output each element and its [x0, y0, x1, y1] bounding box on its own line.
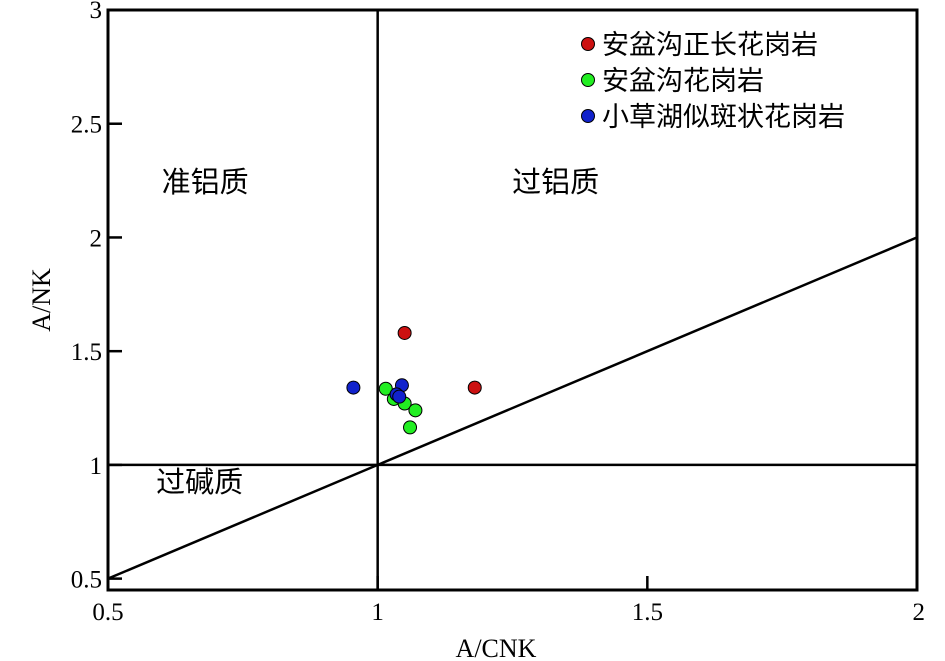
data-points [346, 325, 482, 435]
y-tick-label: 0.5 [71, 567, 102, 594]
legend-marker [581, 73, 595, 87]
region-label: 准铝质 [162, 165, 249, 199]
y-tick-label: 2 [90, 225, 103, 252]
data-point [346, 380, 361, 395]
y-tick-label: 2.5 [71, 112, 102, 139]
legend-label: 安盆沟正长花岗岩 [602, 30, 818, 61]
legend-label: 安盆沟花岗岩 [602, 66, 764, 97]
data-point [467, 380, 482, 395]
legend-label: 小草湖似斑状花岗岩 [602, 102, 845, 133]
x-tick-label: 0.5 [92, 599, 123, 626]
data-point [397, 325, 412, 340]
data-point [392, 389, 407, 404]
x-axis-title: A/CNK [456, 634, 537, 661]
reference-lines [108, 10, 917, 590]
plot-frame [106, 8, 919, 592]
x-tick-label: 1.5 [632, 599, 663, 626]
y-tick-label: 1.5 [71, 339, 102, 366]
x-tick-label: 2 [913, 599, 926, 626]
axes: 0.5 1 1.5 2 0.5 1 1.5 2 2.5 3 [71, 0, 925, 626]
legend-marker [581, 37, 595, 51]
data-point [408, 403, 423, 418]
y-axis-title: A/NK [27, 268, 56, 332]
diagonal-divider-line [108, 236, 917, 580]
data-point [403, 420, 418, 435]
y-tick-label: 1 [90, 453, 103, 480]
data-point [378, 381, 393, 396]
region-label: 过碱质 [156, 465, 243, 499]
legend-marker [581, 109, 595, 123]
x-tick-label: 1 [371, 599, 384, 626]
region-label: 过铝质 [512, 165, 599, 199]
y-tick-label: 3 [90, 0, 103, 24]
